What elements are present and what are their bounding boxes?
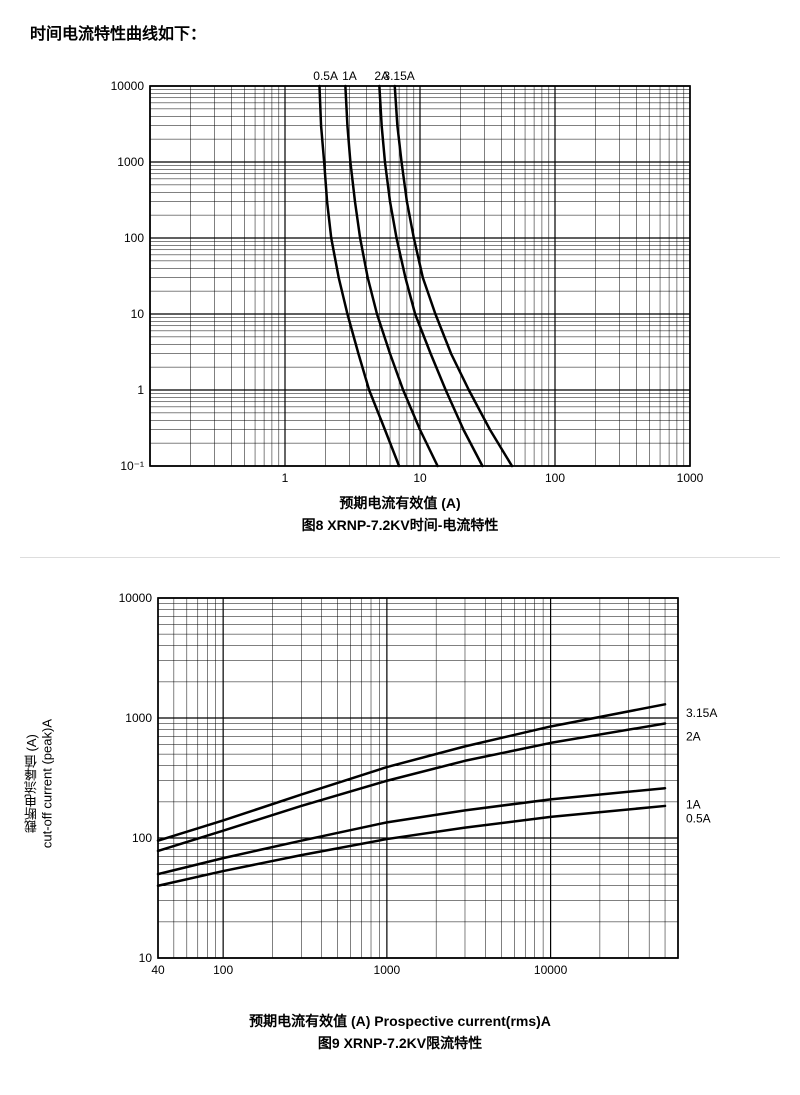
chart1-container: 110100100010⁻¹1101001000100000.5A1A2A3.1…: [20, 64, 780, 537]
svg-text:10⁻¹: 10⁻¹: [120, 459, 144, 473]
svg-text:10000: 10000: [533, 963, 567, 977]
svg-text:1: 1: [282, 471, 289, 485]
chart2-svg: 40 100 1000 10000 10 100 1000 10000 3.15A 2A 1A0.5…: [108, 588, 733, 980]
svg-text:40: 40: [151, 963, 165, 977]
svg-text:0.5A: 0.5A: [686, 811, 711, 825]
svg-text:10: 10: [413, 471, 427, 485]
svg-text:1000: 1000: [125, 711, 152, 725]
svg-text:1A: 1A: [342, 69, 357, 83]
section-divider: [20, 557, 780, 558]
svg-text:100: 100: [213, 963, 233, 977]
chart1-xlabel: 预期电流有效值 (A): [20, 492, 780, 514]
svg-text:1000: 1000: [677, 471, 704, 485]
chart2-ylabel: 截断电流峰值 (A)cut-off current (peak)A: [24, 719, 55, 848]
chart2-container: 截断电流峰值 (A)cut-off current (peak)A 40 100 1…: [20, 588, 780, 980]
svg-text:10000: 10000: [111, 79, 145, 93]
svg-text:10000: 10000: [118, 591, 152, 605]
svg-text:2A: 2A: [686, 729, 701, 743]
svg-text:100: 100: [124, 231, 144, 245]
chart1-svg: 110100100010⁻¹1101001000100000.5A1A2A3.1…: [95, 64, 705, 488]
svg-text:100: 100: [131, 831, 151, 845]
svg-text:3.15A: 3.15A: [383, 69, 414, 83]
svg-text:100: 100: [545, 471, 565, 485]
svg-text:1000: 1000: [373, 963, 400, 977]
chart2-caption: 图9 XRNP-7.2KV限流特性: [20, 1032, 780, 1054]
svg-text:0.5A: 0.5A: [313, 69, 338, 83]
svg-text:1A: 1A: [686, 797, 701, 811]
page-title: 时间电流特性曲线如下：: [30, 20, 780, 44]
chart2-xlabel: 预期电流有效值 (A) Prospective current(rms)A: [20, 1010, 780, 1032]
svg-text:10: 10: [138, 951, 152, 965]
svg-text:10: 10: [131, 307, 145, 321]
svg-text:3.15A: 3.15A: [686, 706, 717, 720]
chart1-caption: 图8 XRNP-7.2KV时间-电流特性: [20, 514, 780, 536]
svg-text:1: 1: [137, 383, 144, 397]
svg-text:1000: 1000: [117, 155, 144, 169]
